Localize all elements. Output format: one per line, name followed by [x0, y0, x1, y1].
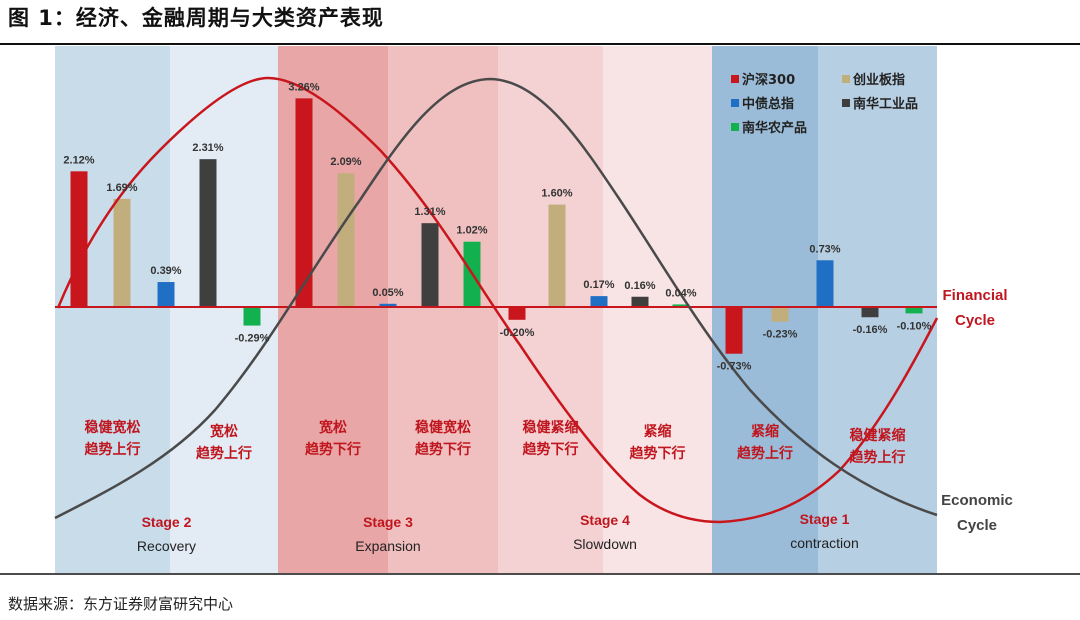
stage-backgrounds	[55, 46, 937, 573]
bar-value-label: -0.23%	[763, 329, 798, 341]
phase-background	[603, 46, 712, 573]
financial-cycle-label: Cycle	[955, 312, 995, 329]
bar-value-label: 0.17%	[583, 279, 614, 291]
phase-label: 趋势上行	[85, 441, 141, 458]
bar-value-label: 0.05%	[372, 287, 403, 299]
stage-subtitle: Recovery	[137, 538, 196, 554]
bar	[199, 159, 217, 307]
stage-name: Stage 1	[800, 511, 850, 527]
phase-label: 趋势下行	[523, 441, 579, 458]
source-note: 数据来源：东方证券财富研究中心	[8, 595, 234, 613]
stage-subtitle: Slowdown	[573, 536, 637, 552]
economic-cycle-label: Economic	[941, 492, 1013, 509]
bar-value-label: 1.60%	[541, 188, 572, 200]
legend-label: 南华工业品	[853, 96, 918, 112]
bar-value-label: -0.10%	[897, 320, 932, 332]
phase-label: 趋势上行	[196, 445, 252, 462]
bar	[861, 307, 879, 318]
phase-label: 紧缩	[644, 423, 672, 440]
bar-value-label: 3.26%	[288, 81, 319, 93]
stage-subtitle: Expansion	[355, 538, 420, 554]
economic-cycle-label: Cycle	[957, 517, 997, 534]
phase-label: 稳健紧缩	[850, 427, 906, 444]
phase-label: 趋势上行	[850, 449, 906, 466]
bar-value-label: 1.69%	[106, 182, 137, 194]
phase-label: 趋势上行	[737, 445, 793, 462]
bar-value-label: 0.39%	[150, 265, 181, 277]
bar-value-label: -0.73%	[717, 361, 752, 373]
legend-swatch	[731, 123, 739, 131]
bar	[421, 223, 439, 307]
bar	[70, 171, 88, 307]
stage-name: Stage 3	[363, 514, 413, 530]
bar-value-label: 2.12%	[63, 154, 94, 166]
phase-label: 宽松	[319, 419, 347, 436]
bar	[379, 303, 397, 307]
stage-name: Stage 2	[142, 514, 192, 530]
legend-label: 中债总指	[742, 96, 794, 112]
bar	[771, 307, 789, 322]
phase-label: 稳健紧缩	[523, 419, 579, 436]
bar	[672, 304, 690, 307]
bar	[157, 282, 175, 307]
bar-value-label: 0.04%	[665, 287, 696, 299]
legend-label: 沪深300	[742, 72, 795, 88]
stage-subtitle: contraction	[790, 535, 858, 551]
bar	[295, 98, 313, 307]
bar-value-label: 0.16%	[624, 280, 655, 292]
phase-label: 稳健宽松	[415, 419, 471, 436]
phase-label: 趋势下行	[630, 445, 686, 462]
bars	[70, 98, 923, 354]
phase-background	[278, 46, 388, 573]
bar-value-label: 1.31%	[414, 206, 445, 218]
legend-label: 创业板指	[852, 72, 905, 88]
phase-label: 稳健宽松	[85, 419, 141, 436]
bar-value-label: -0.20%	[500, 327, 535, 339]
phase-background	[55, 46, 170, 573]
bar-value-label: 2.31%	[192, 142, 223, 154]
legend-swatch	[731, 99, 739, 107]
bar	[590, 296, 608, 307]
phase-label: 趋势下行	[415, 441, 471, 458]
economic-cycle-curve	[54, 77, 938, 520]
cycle-curves	[54, 76, 939, 524]
bar-value-label: 2.09%	[330, 156, 361, 168]
bar-value-label: 1.02%	[456, 225, 487, 237]
bar	[508, 307, 526, 320]
financial-cycle-curve	[56, 76, 939, 524]
bar	[337, 173, 355, 307]
bar	[725, 307, 743, 354]
bar-value-label: -0.16%	[853, 324, 888, 336]
legend-swatch	[731, 75, 739, 83]
legend-swatch	[842, 75, 850, 83]
bar	[243, 307, 261, 326]
page-title: 图 1：经济、金融周期与大类资产表现	[8, 6, 384, 30]
bar	[631, 296, 649, 307]
financial-cycle-label: Financial	[942, 287, 1007, 304]
bar	[816, 260, 834, 307]
stage-name: Stage 4	[580, 512, 630, 528]
bar-value-label: 0.73%	[809, 243, 840, 255]
legend-swatch	[842, 99, 850, 107]
bar-value-label: -0.29%	[235, 333, 270, 345]
phase-background	[388, 46, 498, 573]
bar	[548, 204, 566, 307]
legend-label: 南华农产品	[742, 120, 807, 136]
bar	[113, 198, 131, 307]
phase-label: 宽松	[210, 423, 238, 440]
bar	[905, 307, 923, 314]
phase-label: 趋势下行	[305, 441, 361, 458]
phase-label: 紧缩	[751, 423, 779, 440]
